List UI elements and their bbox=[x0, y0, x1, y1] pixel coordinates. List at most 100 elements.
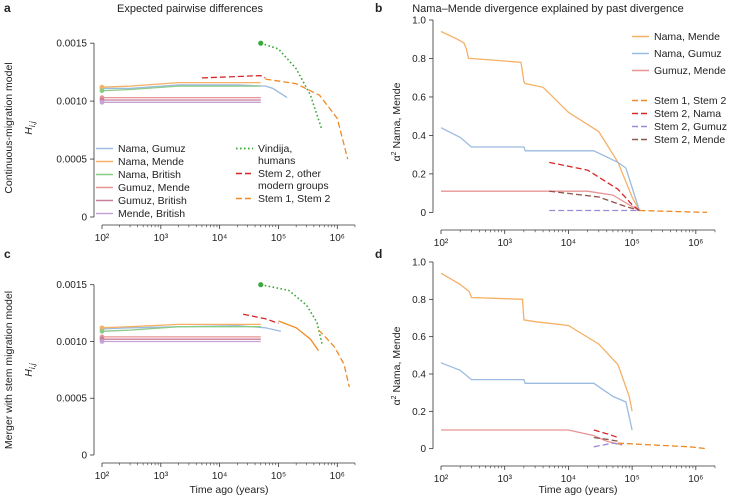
xlabel-d: Time ago (years) bbox=[539, 484, 618, 496]
series-nama-mende bbox=[101, 323, 261, 329]
legend-label-stem-1-stem-2: Stem 1, Stem 2 bbox=[258, 193, 331, 205]
legend-label-nama-british: Nama, British bbox=[118, 169, 181, 181]
y-tick-label: 0.0015 bbox=[56, 280, 87, 291]
legend-label-stem-2-gumuz: Stem 2, Gumuz bbox=[654, 121, 727, 133]
y-tick-label: 0.6 bbox=[412, 92, 426, 103]
panel-a: 0 0.0005 0.0010 0.0015 10² 10³ 10⁴ 10⁵ 10⁶ Nama, … bbox=[56, 39, 356, 244]
series-stem-2-other-modern-groups bbox=[201, 74, 266, 79]
legend-label-vindija-humans: Vindija, bbox=[258, 143, 292, 155]
x-tick-label: 10³ bbox=[497, 238, 512, 249]
legend-label-mende-british: Mende, British bbox=[118, 208, 185, 220]
x-tick-label: 10⁶ bbox=[330, 471, 345, 482]
x-tick-label: 10⁴ bbox=[212, 233, 227, 244]
x-tick-label: 10⁶ bbox=[330, 233, 345, 244]
row-label-top: Continuous-migration model bbox=[3, 62, 15, 193]
ylabel-a: Hi,j bbox=[23, 121, 37, 135]
y-tick-label: 0 bbox=[81, 213, 87, 224]
legend-label-stem-1-stem-2: Stem 1, Stem 2 bbox=[654, 95, 727, 107]
panel-letter-c: c bbox=[4, 247, 11, 261]
panel-letter-d: d bbox=[375, 247, 382, 261]
series-vindija-humans bbox=[260, 283, 323, 344]
series-start-dot bbox=[99, 325, 105, 331]
x-tick-label: 10³ bbox=[497, 474, 512, 485]
y-tick-label: 0.6 bbox=[412, 332, 426, 343]
series-stem-1-stem-2 bbox=[617, 442, 708, 450]
series-gumuz-mende bbox=[441, 429, 623, 446]
y-tick-label: 0.4 bbox=[412, 370, 426, 381]
series-nama-mende bbox=[101, 81, 261, 88]
series-stem-2-nama bbox=[549, 161, 640, 212]
y-tick-label: 0.0005 bbox=[56, 394, 87, 405]
x-tick-label: 10⁵ bbox=[624, 238, 639, 249]
x-tick-label: 10² bbox=[95, 233, 110, 244]
legend-label-stem-2-mende: Stem 2, Mende bbox=[654, 134, 725, 146]
panel-letter-b: b bbox=[375, 1, 382, 15]
row-label-bottom: Merger with stem migration model bbox=[3, 291, 15, 449]
x-tick-label: 10⁴ bbox=[561, 474, 576, 485]
series-nama-gumuz bbox=[440, 362, 633, 431]
series-nama-gumuz bbox=[101, 324, 282, 332]
series-nama-gumuz bbox=[102, 84, 288, 99]
x-tick-label: 10⁶ bbox=[688, 474, 703, 485]
panel-d: 0 0.2 0.4 0.6 0.8 1.0 10² 10³ 10⁴ 10⁵ 10⁶ bbox=[412, 258, 716, 485]
series-nama-mende bbox=[440, 30, 640, 211]
y-tick-label: 0 bbox=[420, 444, 426, 455]
x-tick-label: 10⁶ bbox=[688, 238, 703, 249]
x-tick-label: 10² bbox=[95, 471, 110, 482]
x-tick-label: 10⁵ bbox=[624, 474, 639, 485]
x-tick-label: 10⁵ bbox=[271, 233, 286, 244]
legend-label-gumuz-british: Gumuz, British bbox=[118, 195, 187, 207]
x-tick-label: 10⁴ bbox=[212, 471, 227, 482]
x-tick-label: 10³ bbox=[154, 233, 169, 244]
y-tick-label: 0 bbox=[420, 208, 426, 219]
series-stem-1-stem-2 bbox=[639, 209, 708, 214]
ylabel-b: α2 Nama, Mende bbox=[391, 82, 403, 161]
ylabel-c: Hi,j bbox=[23, 363, 37, 377]
series-start-dot bbox=[99, 339, 105, 344]
legend-label-cont: humans bbox=[258, 155, 295, 167]
panel-c: 0 0.0005 0.0010 0.0015 10² 10³ 10⁴ 10⁵ 10⁶ bbox=[56, 280, 356, 482]
series-start-dot bbox=[258, 40, 264, 46]
series-nama-mende bbox=[440, 272, 633, 412]
series-stem-1-stem-2 bbox=[265, 78, 349, 160]
y-tick-label: 1.0 bbox=[412, 258, 426, 269]
ylabel-d: α2 Nama, Mende bbox=[391, 326, 403, 405]
panel-letter-a: a bbox=[4, 1, 11, 15]
series-nama-gumuz bbox=[440, 127, 641, 211]
legend-label-nama-mende: Nama, Mende bbox=[654, 31, 720, 43]
y-tick-label: 0.2 bbox=[412, 407, 426, 418]
legend-label-stem-2-other-modern-groups: Stem 2, other bbox=[258, 168, 322, 180]
series-stem-2-gumuz bbox=[593, 442, 623, 448]
series-stem-1-stem-2 bbox=[318, 329, 350, 388]
y-tick-label: 0.2 bbox=[412, 169, 426, 180]
legend-label-cont: modern groups bbox=[258, 180, 329, 192]
series-start-dot bbox=[258, 282, 264, 288]
legend-label-nama-mende: Nama, Mende bbox=[118, 156, 184, 168]
y-tick-label: 0.0010 bbox=[56, 97, 87, 108]
legend-label-stem-2-nama: Stem 2, Nama bbox=[654, 108, 721, 120]
legend-label-nama-gumuz: Nama, Gumuz bbox=[118, 143, 186, 155]
x-tick-label: 10² bbox=[434, 474, 449, 485]
series-stem-2-nama bbox=[593, 429, 619, 439]
x-tick-label: 10² bbox=[434, 238, 449, 249]
legend-label-nama-gumuz: Nama, Gumuz bbox=[654, 48, 722, 60]
series-start-dot bbox=[99, 99, 105, 105]
series-start-dot bbox=[99, 88, 105, 94]
y-tick-label: 0 bbox=[81, 451, 87, 462]
xlabel-c: Time ago (years) bbox=[190, 484, 269, 496]
series-gumuz-mende bbox=[441, 190, 640, 212]
title-right: Nama–Mende divergence explained by past … bbox=[412, 3, 684, 15]
y-tick-label: 0.4 bbox=[412, 131, 426, 142]
y-tick-label: 0.8 bbox=[412, 295, 426, 306]
x-tick-label: 10⁵ bbox=[271, 471, 286, 482]
title-left: Expected pairwise differences bbox=[117, 3, 263, 15]
series-stem-2-other-modern-groups bbox=[242, 313, 279, 324]
series-nama-british bbox=[101, 85, 261, 92]
x-tick-label: 10⁴ bbox=[561, 238, 576, 249]
series-nama-british bbox=[101, 326, 261, 332]
series-vindija-humans bbox=[260, 42, 323, 131]
legend-label-gumuz-mende: Gumuz, Mende bbox=[654, 65, 726, 77]
series-start-dot bbox=[99, 84, 105, 90]
y-tick-label: 0.0010 bbox=[56, 337, 87, 348]
